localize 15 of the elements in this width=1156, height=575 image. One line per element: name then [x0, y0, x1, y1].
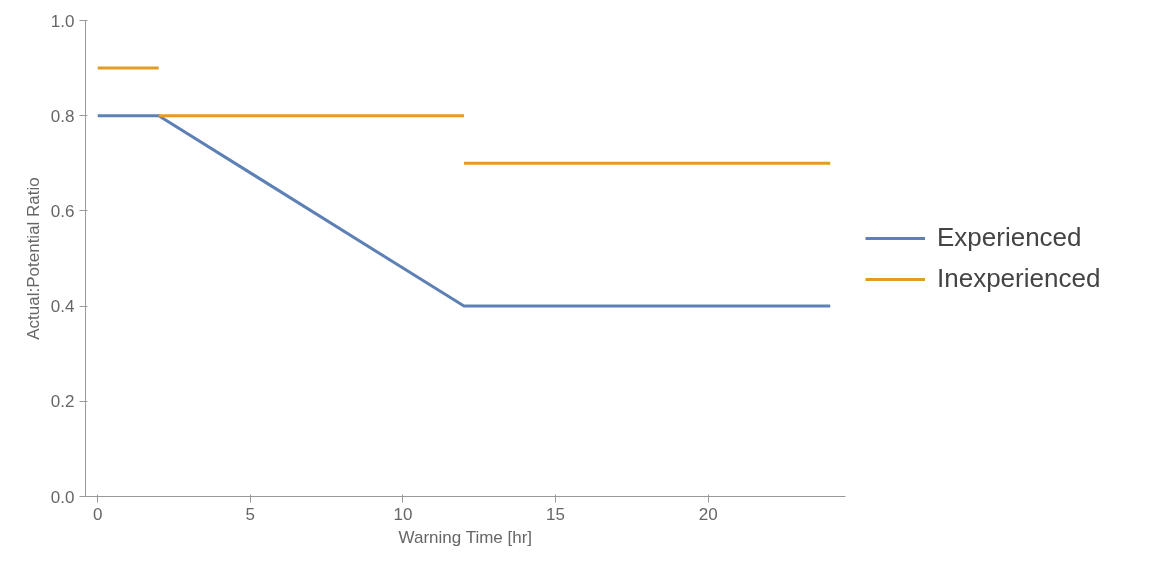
y-tick-label: 1.0 [50, 11, 75, 31]
x-tick-label: 10 [393, 504, 413, 524]
legend-label: Experienced [937, 222, 1082, 253]
x-tick-label: 5 [245, 504, 256, 524]
x-tick-label: 15 [546, 504, 566, 524]
y-tick-label: 0.4 [50, 297, 75, 317]
y-tick-label: 0.0 [50, 487, 75, 507]
y-tick-label: 0.2 [50, 392, 75, 412]
x-axis-title: Warning Time [hr] [398, 527, 533, 547]
x-tick-label: 0 [92, 504, 103, 524]
y-tick-label: 0.8 [50, 106, 75, 126]
y-tick-label: 0.6 [50, 201, 75, 221]
x-tick-label: 20 [698, 504, 718, 524]
y-axis-title: Actual:Potential Ratio [23, 177, 43, 340]
legend-label: Inexperienced [937, 263, 1101, 294]
